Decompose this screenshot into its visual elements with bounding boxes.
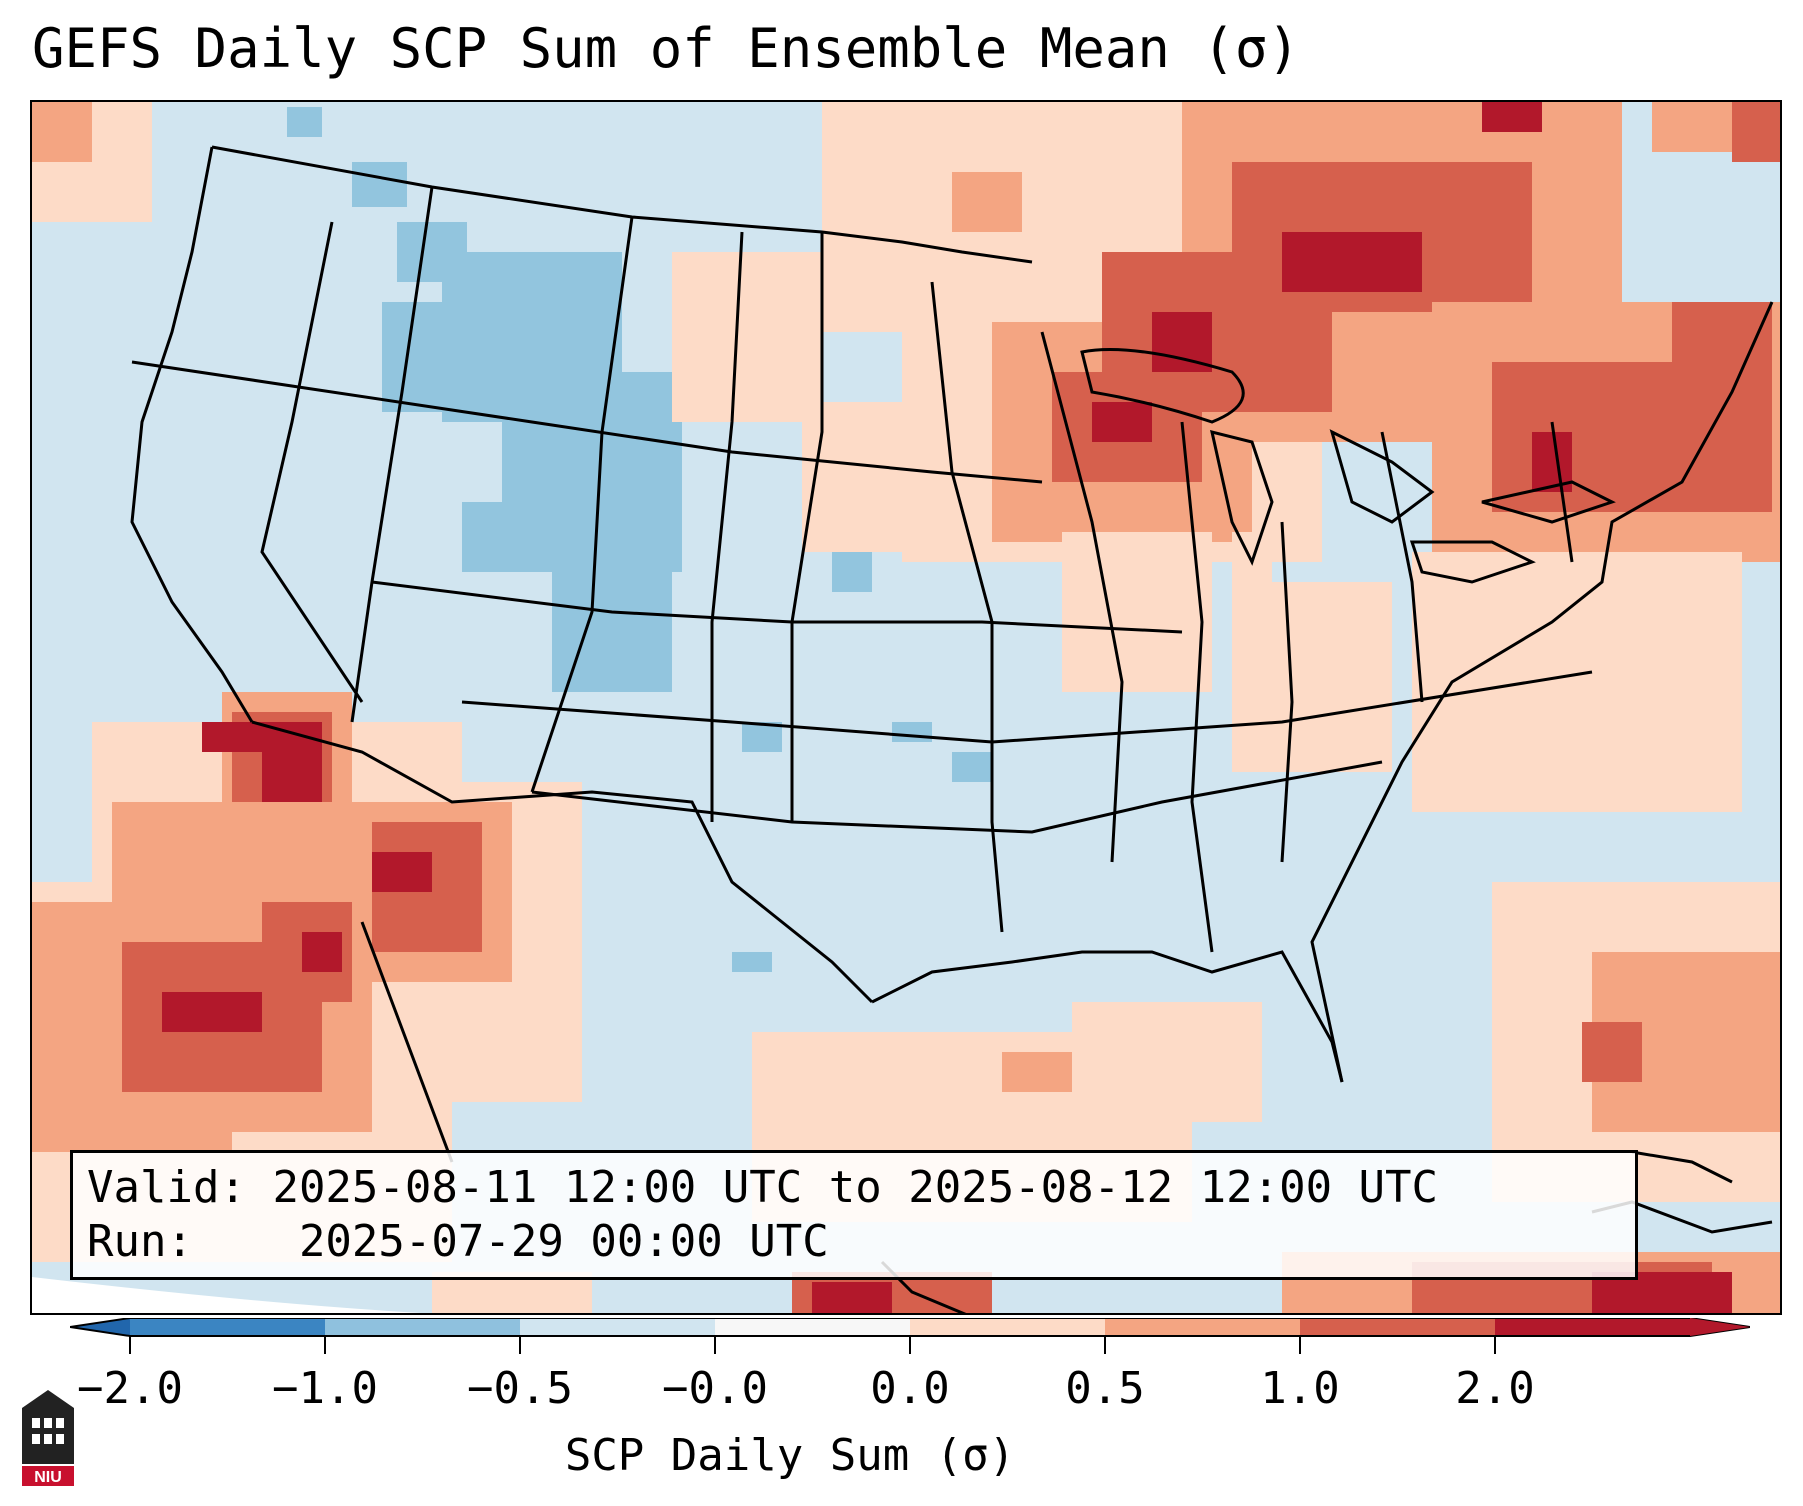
- colorbar-tick-label: 2.0: [1455, 1363, 1535, 1414]
- positive-anomaly-plains-east: [672, 252, 1742, 812]
- colorbar-tick-label: 1.0: [1260, 1363, 1340, 1414]
- colorbar: [70, 1318, 1750, 1354]
- colorbar-segment: [325, 1318, 521, 1336]
- logo-text: NIU: [34, 1469, 62, 1486]
- validity-info-box: Valid: 2025-08-11 12:00 UTC to 2025-08-1…: [70, 1150, 1638, 1280]
- colorbar-tick-label: −1.0: [272, 1363, 378, 1414]
- state-borders: [130, 145, 1774, 1083]
- colorbar-segment: [1495, 1318, 1691, 1336]
- negative-anomaly-rockies: [287, 107, 992, 972]
- colorbar-extend-low: [70, 1318, 130, 1336]
- great-lakes: [1080, 348, 1616, 584]
- colorbar-segment: [130, 1318, 326, 1336]
- domain-edge-left: [32, 1277, 421, 1313]
- positive-anomaly-great-lakes: [822, 102, 1780, 562]
- colorbar-tick-label: −0.0: [662, 1363, 768, 1414]
- colorbar-segment: [910, 1318, 1106, 1336]
- run-line: Run: 2025-07-29 00:00 UTC: [87, 1215, 1621, 1269]
- colorbar-tick-label: −2.0: [77, 1363, 183, 1414]
- niu-logo-icon: NIU: [22, 1390, 74, 1486]
- colorbar-tick-label: 0.5: [1065, 1363, 1145, 1414]
- colorbar-segment: [715, 1318, 911, 1336]
- map-panel: Valid: 2025-08-11 12:00 UTC to 2025-08-1…: [30, 100, 1782, 1315]
- colorbar-ticks: [129, 1336, 1496, 1354]
- colorbar-segment: [1105, 1318, 1301, 1336]
- run-label: Run:: [87, 1216, 193, 1267]
- colorbar-segment: [1300, 1318, 1496, 1336]
- colorbar-tick-label: 0.0: [870, 1363, 950, 1414]
- run-value: 2025-07-29 00:00 UTC: [298, 1216, 829, 1267]
- valid-label: Valid:: [87, 1162, 246, 1213]
- colorbar-segment: [520, 1318, 716, 1336]
- chart-title: GEFS Daily SCP Sum of Ensemble Mean (σ): [32, 17, 1300, 80]
- colorbar-extend-high: [1690, 1318, 1750, 1336]
- colorbar-segments: [70, 1318, 1750, 1337]
- map-canvas: [32, 102, 1780, 1313]
- colorbar-label: SCP Daily Sum (σ): [564, 1430, 1016, 1481]
- valid-value: 2025-08-11 12:00 UTC to 2025-08-12 12:00…: [272, 1162, 1439, 1213]
- valid-line: Valid: 2025-08-11 12:00 UTC to 2025-08-1…: [87, 1161, 1621, 1215]
- colorbar-tick-label: −0.5: [467, 1363, 573, 1414]
